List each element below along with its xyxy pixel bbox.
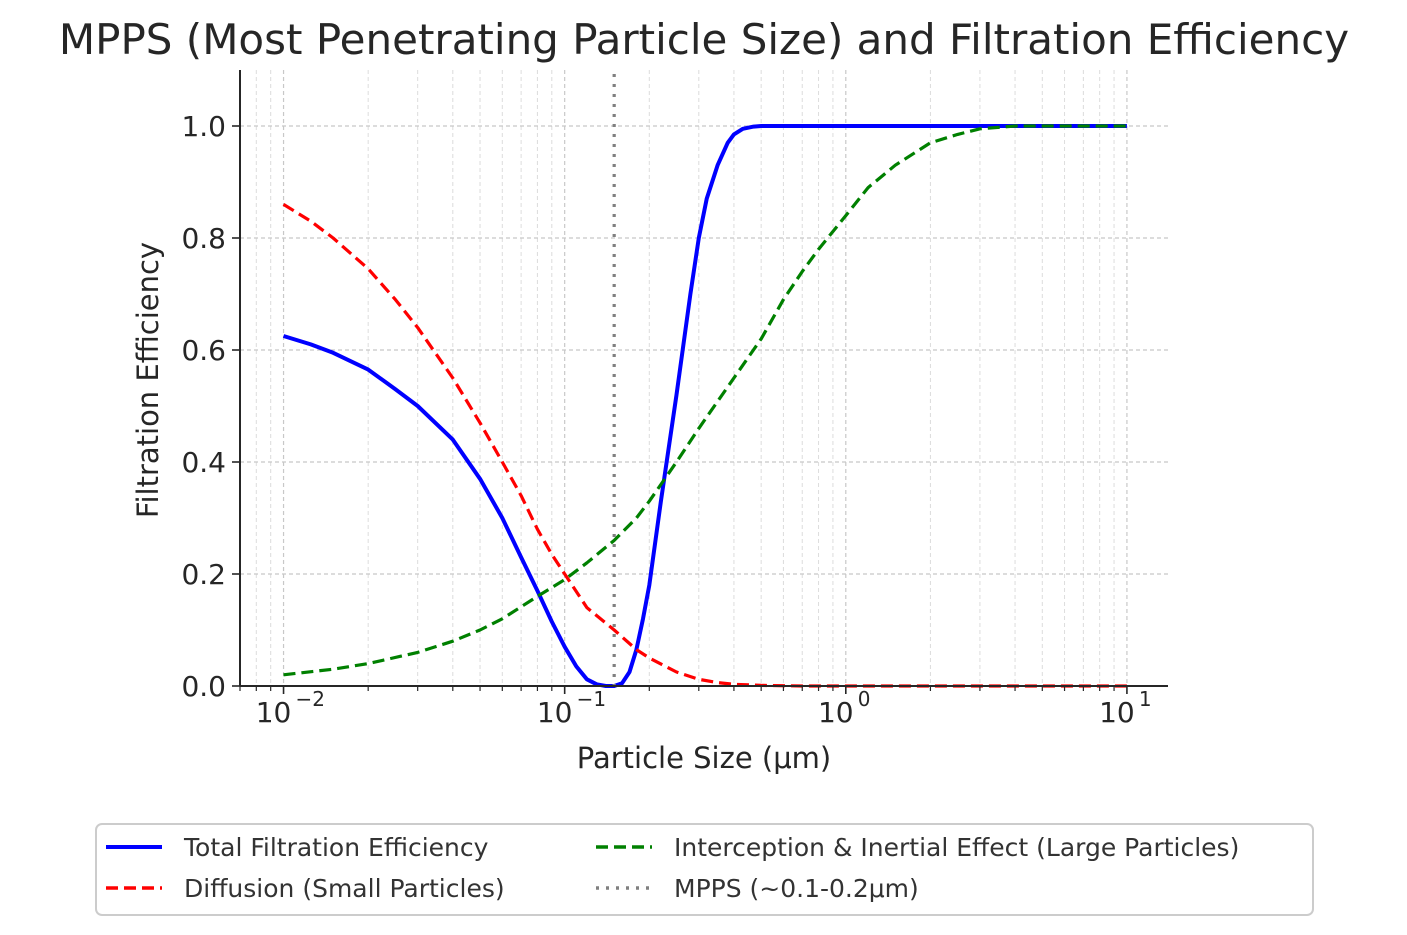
chart-title: MPPS (Most Penetrating Particle Size) an… [59,15,1349,64]
series-total-efficiency [282,124,1127,688]
legend-label-total: Total Filtration Efficiency [183,833,489,862]
y-tick-label: 1.0 [181,110,226,143]
x-axis-label: Particle Size (μm) [577,741,831,775]
x-tick-exponent: 0 [858,687,871,711]
legend-label-mpps: MPPS (~0.1-0.2μm) [674,874,919,903]
x-tick-label: 10 [1099,696,1135,729]
x-tick-exponent: −1 [577,687,606,711]
y-tick-label: 0.6 [181,334,226,367]
x-tick-label: 10 [256,696,292,729]
legend-label-diffusion: Diffusion (Small Particles) [184,874,505,903]
legend: Total Filtration Efficiency Diffusion (S… [95,823,1314,916]
y-tick-label: 0.2 [181,558,226,591]
x-tick-exponent: 1 [1139,687,1152,711]
plot-lines [282,74,1127,688]
series-interception-inertial [283,124,1127,677]
grid [239,70,1168,687]
y-tick-label: 0.0 [181,670,226,703]
series-diffusion [282,203,1127,688]
y-tick-label: 0.8 [181,222,226,255]
y-tick-label: 0.4 [181,446,226,479]
x-tick-label: 10 [537,696,573,729]
legend-box [95,823,1314,916]
x-tick-exponent: −2 [296,687,325,711]
axes: 0.00.20.40.60.81.010 −2 10 −1 10 0 10 1 [181,70,1168,729]
x-tick-label: 10 [818,696,854,729]
y-axis-label: Filtration Efficiency [131,242,165,518]
legend-label-interception: Interception & Inertial Effect (Large Pa… [674,833,1239,862]
